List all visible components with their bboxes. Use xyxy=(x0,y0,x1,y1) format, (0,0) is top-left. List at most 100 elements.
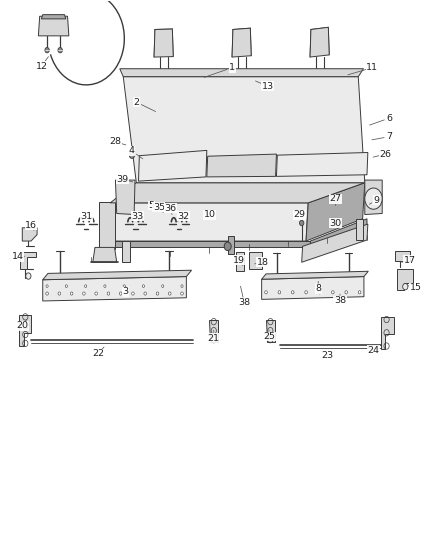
Text: 23: 23 xyxy=(321,351,333,360)
Polygon shape xyxy=(93,247,117,262)
Circle shape xyxy=(83,292,85,295)
Text: 14: 14 xyxy=(12,253,24,262)
Text: 6: 6 xyxy=(387,114,392,123)
Polygon shape xyxy=(276,152,368,176)
Text: 16: 16 xyxy=(25,221,37,230)
Text: 25: 25 xyxy=(263,332,275,341)
Text: 8: 8 xyxy=(315,284,321,293)
Circle shape xyxy=(169,292,171,295)
Text: 39: 39 xyxy=(117,174,128,183)
Text: 11: 11 xyxy=(366,63,378,72)
Text: 31: 31 xyxy=(80,212,92,221)
Circle shape xyxy=(162,285,164,287)
Polygon shape xyxy=(154,29,173,57)
Text: 21: 21 xyxy=(208,334,220,343)
Circle shape xyxy=(142,285,145,287)
Circle shape xyxy=(107,292,110,295)
Polygon shape xyxy=(249,252,261,269)
Circle shape xyxy=(345,290,347,294)
Text: 36: 36 xyxy=(164,204,177,213)
Text: 3: 3 xyxy=(122,287,128,296)
Text: 17: 17 xyxy=(404,256,416,265)
Circle shape xyxy=(85,285,87,287)
Circle shape xyxy=(305,290,307,294)
Circle shape xyxy=(46,285,48,287)
Polygon shape xyxy=(395,251,410,261)
Circle shape xyxy=(26,273,31,279)
Circle shape xyxy=(132,292,134,295)
Polygon shape xyxy=(122,241,130,262)
Circle shape xyxy=(300,220,304,225)
Circle shape xyxy=(58,47,62,53)
Polygon shape xyxy=(116,180,135,215)
Text: 9: 9 xyxy=(374,196,380,205)
Circle shape xyxy=(156,292,159,295)
Polygon shape xyxy=(302,224,368,262)
Text: 38: 38 xyxy=(238,298,250,307)
Text: 22: 22 xyxy=(92,350,104,359)
Polygon shape xyxy=(43,277,186,301)
Polygon shape xyxy=(99,202,115,249)
Circle shape xyxy=(71,292,73,295)
Circle shape xyxy=(144,292,147,295)
Text: 26: 26 xyxy=(379,150,391,159)
Polygon shape xyxy=(108,203,308,241)
Polygon shape xyxy=(381,317,394,349)
Polygon shape xyxy=(310,27,329,57)
Polygon shape xyxy=(266,319,275,342)
Polygon shape xyxy=(39,16,69,36)
Polygon shape xyxy=(22,228,37,241)
Text: 24: 24 xyxy=(367,346,379,355)
Polygon shape xyxy=(120,69,364,77)
Polygon shape xyxy=(207,154,276,177)
Circle shape xyxy=(224,242,231,251)
Circle shape xyxy=(104,285,106,287)
Text: 15: 15 xyxy=(410,283,422,292)
Polygon shape xyxy=(261,277,364,300)
Polygon shape xyxy=(237,252,244,271)
Polygon shape xyxy=(228,236,234,254)
Text: 29: 29 xyxy=(293,210,306,219)
Circle shape xyxy=(95,292,97,295)
Polygon shape xyxy=(306,183,365,241)
Circle shape xyxy=(291,290,294,294)
Circle shape xyxy=(358,290,361,294)
Polygon shape xyxy=(356,219,363,240)
Polygon shape xyxy=(42,14,66,19)
Circle shape xyxy=(278,290,281,294)
Text: 2: 2 xyxy=(133,98,139,107)
Circle shape xyxy=(46,292,48,295)
Polygon shape xyxy=(209,319,218,342)
Text: 7: 7 xyxy=(387,132,392,141)
Circle shape xyxy=(129,152,134,158)
Text: 20: 20 xyxy=(16,321,28,330)
Circle shape xyxy=(265,290,267,294)
Polygon shape xyxy=(138,150,207,181)
Text: 32: 32 xyxy=(177,212,189,221)
Text: 13: 13 xyxy=(261,82,274,91)
Text: 28: 28 xyxy=(110,138,121,147)
Text: 35: 35 xyxy=(153,203,165,212)
Polygon shape xyxy=(99,241,315,247)
Polygon shape xyxy=(43,270,191,280)
Circle shape xyxy=(123,285,125,287)
Polygon shape xyxy=(110,183,365,203)
Polygon shape xyxy=(232,28,251,57)
Text: 12: 12 xyxy=(35,62,47,70)
Circle shape xyxy=(120,292,122,295)
Polygon shape xyxy=(365,180,382,215)
Polygon shape xyxy=(396,269,413,290)
Text: 19: 19 xyxy=(233,256,244,265)
Circle shape xyxy=(58,292,60,295)
Text: 30: 30 xyxy=(329,219,342,228)
Text: 5: 5 xyxy=(148,201,155,210)
Circle shape xyxy=(332,290,334,294)
Polygon shape xyxy=(311,219,367,247)
Text: 4: 4 xyxy=(129,147,135,156)
Polygon shape xyxy=(20,252,36,269)
Circle shape xyxy=(181,285,183,287)
Text: 10: 10 xyxy=(203,210,215,219)
Circle shape xyxy=(45,47,49,53)
Polygon shape xyxy=(261,271,368,279)
Text: 1: 1 xyxy=(229,63,235,72)
